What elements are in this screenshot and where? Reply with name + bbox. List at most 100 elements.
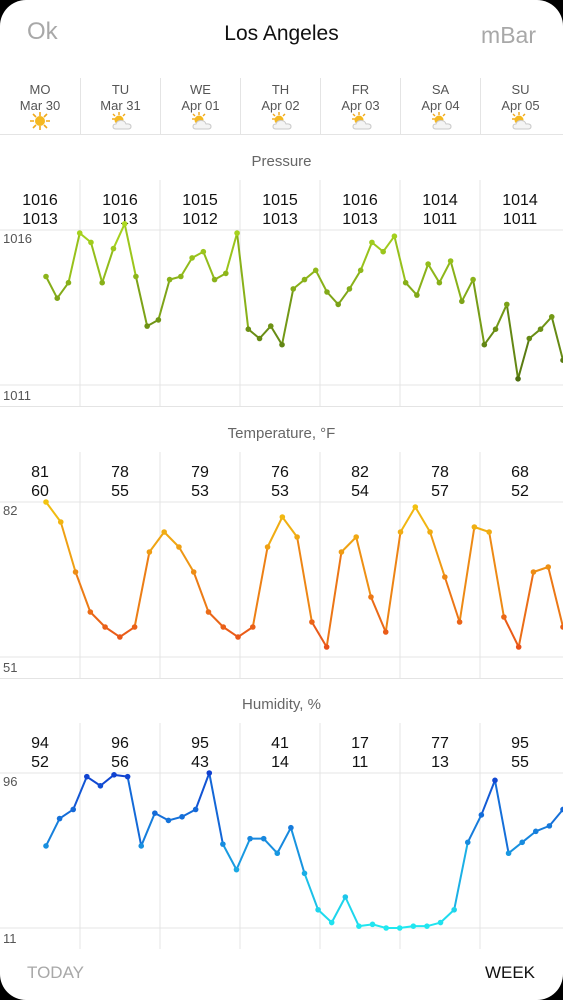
series-segment — [517, 571, 535, 648]
day-column-3[interactable]: TH Apr 02 — [240, 78, 320, 134]
data-point — [88, 239, 94, 246]
series-segment — [507, 841, 524, 855]
data-point — [110, 245, 117, 252]
data-point — [279, 341, 285, 348]
daily-high-label: 78 — [431, 464, 449, 481]
series-segment — [340, 536, 358, 553]
data-point — [220, 841, 226, 847]
day-of-week: TH — [271, 82, 290, 97]
data-point — [267, 323, 274, 329]
series-segment — [237, 626, 254, 638]
pressure-unit-button[interactable]: mBar — [481, 22, 536, 48]
series-segment — [194, 772, 211, 811]
tab-today[interactable]: TODAY — [27, 963, 84, 982]
series-segment — [207, 611, 225, 628]
data-point — [245, 326, 252, 332]
daily-low-label: 1012 — [182, 211, 218, 228]
data-point — [425, 261, 431, 267]
series-segment — [399, 506, 417, 533]
data-point — [368, 594, 374, 600]
data-point — [309, 619, 315, 625]
series-segment — [384, 531, 402, 633]
series-segment — [89, 241, 104, 284]
data-point — [338, 549, 345, 555]
daily-high-label: 41 — [271, 735, 289, 752]
data-point — [121, 221, 128, 227]
series-segment — [179, 256, 194, 278]
series-segment — [192, 571, 210, 613]
data-point — [189, 255, 195, 261]
y-tick-max: 96 — [3, 774, 17, 789]
day-column-5[interactable]: SA Apr 04 — [400, 78, 480, 134]
data-point — [505, 850, 512, 857]
day-column-0[interactable]: MO Mar 30 — [0, 78, 80, 134]
data-point — [211, 276, 218, 283]
data-point — [546, 823, 553, 829]
series-segment — [281, 287, 295, 346]
daily-low-label: 57 — [431, 483, 449, 500]
data-point — [102, 624, 108, 630]
daily-low-label: 52 — [511, 483, 529, 500]
pressure-chart: 1016 1011 1016 1013 1016 1013 1015 1012 1015 1013… — [0, 180, 563, 406]
y-tick-max: 82 — [3, 503, 17, 518]
data-point — [155, 317, 162, 323]
data-point — [410, 923, 417, 929]
series-segment — [133, 551, 151, 628]
day-of-week: SU — [511, 82, 530, 97]
series-segment — [325, 551, 343, 648]
series-segment — [337, 287, 351, 306]
data-point — [323, 644, 330, 650]
data-point — [176, 544, 182, 550]
series-segment — [493, 779, 510, 855]
panel-divider — [0, 678, 563, 679]
data-point — [146, 549, 153, 555]
series-segment — [303, 872, 320, 911]
day-column-2[interactable]: WE Apr 01 — [160, 78, 240, 134]
day-date: Apr 02 — [261, 98, 300, 113]
day-of-week: SA — [431, 82, 450, 97]
data-point — [111, 772, 117, 778]
series-segment — [104, 626, 121, 638]
data-point — [396, 925, 403, 931]
series-segment — [429, 531, 446, 578]
daily-low-label: 52 — [31, 754, 49, 771]
data-point — [256, 335, 263, 342]
pressure-title: Pressure — [251, 153, 312, 170]
daily-low-label: 1011 — [503, 211, 538, 228]
data-point — [133, 273, 139, 280]
data-point — [279, 514, 286, 520]
ok-button[interactable]: Ok — [27, 18, 58, 45]
day-of-week: WE — [190, 82, 211, 97]
data-point — [220, 624, 227, 630]
day-column-4[interactable]: FR Apr 03 — [320, 78, 400, 134]
day-column-6[interactable]: SU Apr 05 — [480, 78, 560, 134]
y-tick-min: 51 — [3, 660, 17, 675]
daily-low-label: 43 — [191, 754, 209, 771]
panel-divider — [0, 406, 563, 407]
daily-low-label: 11 — [352, 754, 369, 771]
data-point — [179, 813, 185, 820]
daily-low-label: 53 — [191, 483, 209, 500]
data-point — [301, 276, 308, 283]
series-segment — [45, 275, 59, 300]
partly-cloudy-icon — [112, 112, 132, 130]
day-of-week: TU — [111, 82, 130, 97]
series-segment — [222, 626, 240, 638]
data-point — [264, 544, 271, 550]
series-segment — [296, 536, 313, 623]
tab-week[interactable]: WEEK — [484, 963, 535, 982]
data-point — [402, 279, 409, 286]
day-column-1[interactable]: TU Mar 31 — [80, 78, 160, 134]
series-segment — [276, 826, 292, 855]
daily-high-label: 1015 — [182, 192, 218, 209]
day-of-week: MO — [29, 82, 51, 97]
series-segment — [458, 526, 476, 623]
data-point — [117, 634, 123, 640]
daily-high-label: 95 — [511, 735, 529, 752]
series-segment — [310, 621, 328, 648]
series-segment — [99, 773, 116, 787]
data-point — [43, 499, 49, 505]
data-point — [526, 335, 533, 342]
data-point — [412, 504, 419, 510]
